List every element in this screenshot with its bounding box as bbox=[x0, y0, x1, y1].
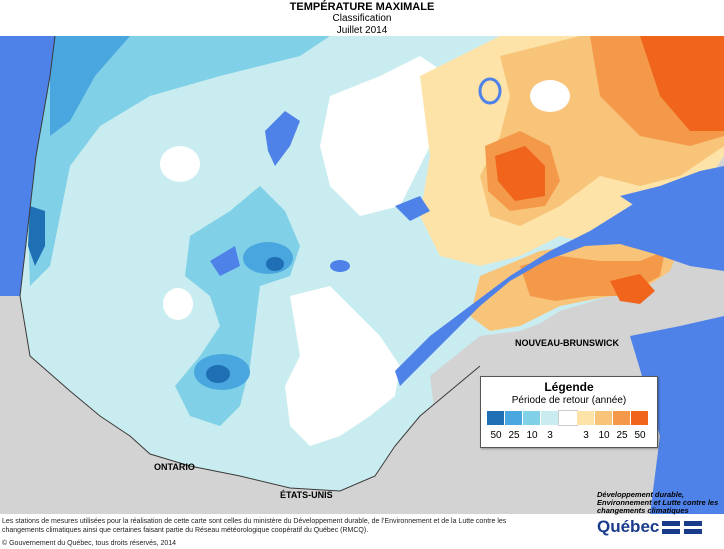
legend-title: Légende bbox=[544, 380, 594, 394]
atlantic-water bbox=[630, 316, 724, 514]
map-title-block: TEMPÉRATURE MAXIMALE Classification Juil… bbox=[0, 0, 724, 37]
zone-warm-gaspesie-50 bbox=[610, 274, 655, 304]
quebec-branding: Développement durable, Environnement et … bbox=[597, 491, 721, 537]
legend-label: 25 bbox=[616, 430, 628, 441]
label-nouveau-brunswick: NOUVEAU-BRUNSWICK bbox=[515, 338, 619, 348]
legend-swatch bbox=[523, 411, 541, 425]
zone-neutral-north bbox=[320, 56, 450, 216]
lake-st-jean bbox=[330, 260, 350, 272]
provincial-border bbox=[19, 36, 481, 492]
lake-1 bbox=[265, 111, 300, 166]
map-subtitle: Classification bbox=[332, 13, 392, 24]
manicouagan-reservoir bbox=[478, 77, 502, 105]
legend-swatch bbox=[541, 411, 559, 425]
zone-cold-50-a bbox=[266, 257, 284, 271]
zone-cold-50-west bbox=[28, 206, 45, 266]
legend-swatch bbox=[505, 411, 523, 425]
legend-label: 3 bbox=[583, 430, 589, 441]
legend-subtitle: Période de retour (année) bbox=[511, 395, 627, 406]
lake-2 bbox=[210, 246, 240, 276]
anticosti-water bbox=[620, 186, 700, 221]
legend-swatch bbox=[613, 411, 631, 425]
st-lawrence-estuary bbox=[395, 166, 724, 386]
footer-note: Les stations de mesures utilisées pour l… bbox=[2, 518, 507, 534]
zone-warm-50-ne bbox=[640, 36, 724, 131]
zone-cold-25-a bbox=[243, 242, 293, 274]
legend-swatch bbox=[631, 411, 649, 425]
ministry-name: Développement durable, Environnement et … bbox=[597, 490, 719, 515]
label-etats-unis: ÉTATS-UNIS bbox=[280, 490, 333, 500]
zone-warm-50-c bbox=[495, 146, 545, 201]
zone-neutral-c bbox=[285, 286, 400, 446]
zone-cold-10 bbox=[28, 36, 330, 286]
lake-3 bbox=[395, 196, 430, 221]
legend-swatch bbox=[487, 411, 505, 425]
legend-label: 3 bbox=[547, 430, 553, 441]
quebec-flag-icon bbox=[662, 520, 703, 534]
legend-box: Légende Période de retour (année) 50 25 10… bbox=[480, 376, 658, 448]
quebec-logo: Québec bbox=[597, 517, 721, 537]
legend-label bbox=[559, 430, 577, 441]
legend-swatch bbox=[577, 411, 595, 425]
zone-neutral-b bbox=[163, 288, 193, 320]
legend-labels: 50 25 10 3 3 10 25 50 bbox=[487, 430, 649, 441]
legend-label: 50 bbox=[634, 430, 646, 441]
legend-label: 10 bbox=[598, 430, 610, 441]
legend-swatch bbox=[558, 410, 578, 426]
zone-neutral-east bbox=[530, 80, 570, 112]
legend-label: 25 bbox=[508, 430, 520, 441]
zone-neutral-a bbox=[160, 146, 200, 182]
legend-label: 50 bbox=[490, 430, 502, 441]
zone-cold-50-b bbox=[206, 365, 230, 383]
map-title: TEMPÉRATURE MAXIMALE bbox=[289, 1, 435, 13]
legend-swatch bbox=[595, 411, 613, 425]
zone-cold-25 bbox=[50, 36, 130, 136]
copyright: © Gouvernement du Québec, tous droits ré… bbox=[2, 540, 177, 547]
james-bay bbox=[0, 36, 55, 296]
quebec-logo-text: Québec bbox=[597, 517, 660, 536]
label-ontario: ONTARIO bbox=[154, 462, 195, 472]
legend-color-bar bbox=[487, 410, 649, 426]
us-ontario-land bbox=[0, 456, 400, 514]
legend-label: 10 bbox=[526, 430, 538, 441]
map-period: Juillet 2014 bbox=[336, 25, 388, 36]
